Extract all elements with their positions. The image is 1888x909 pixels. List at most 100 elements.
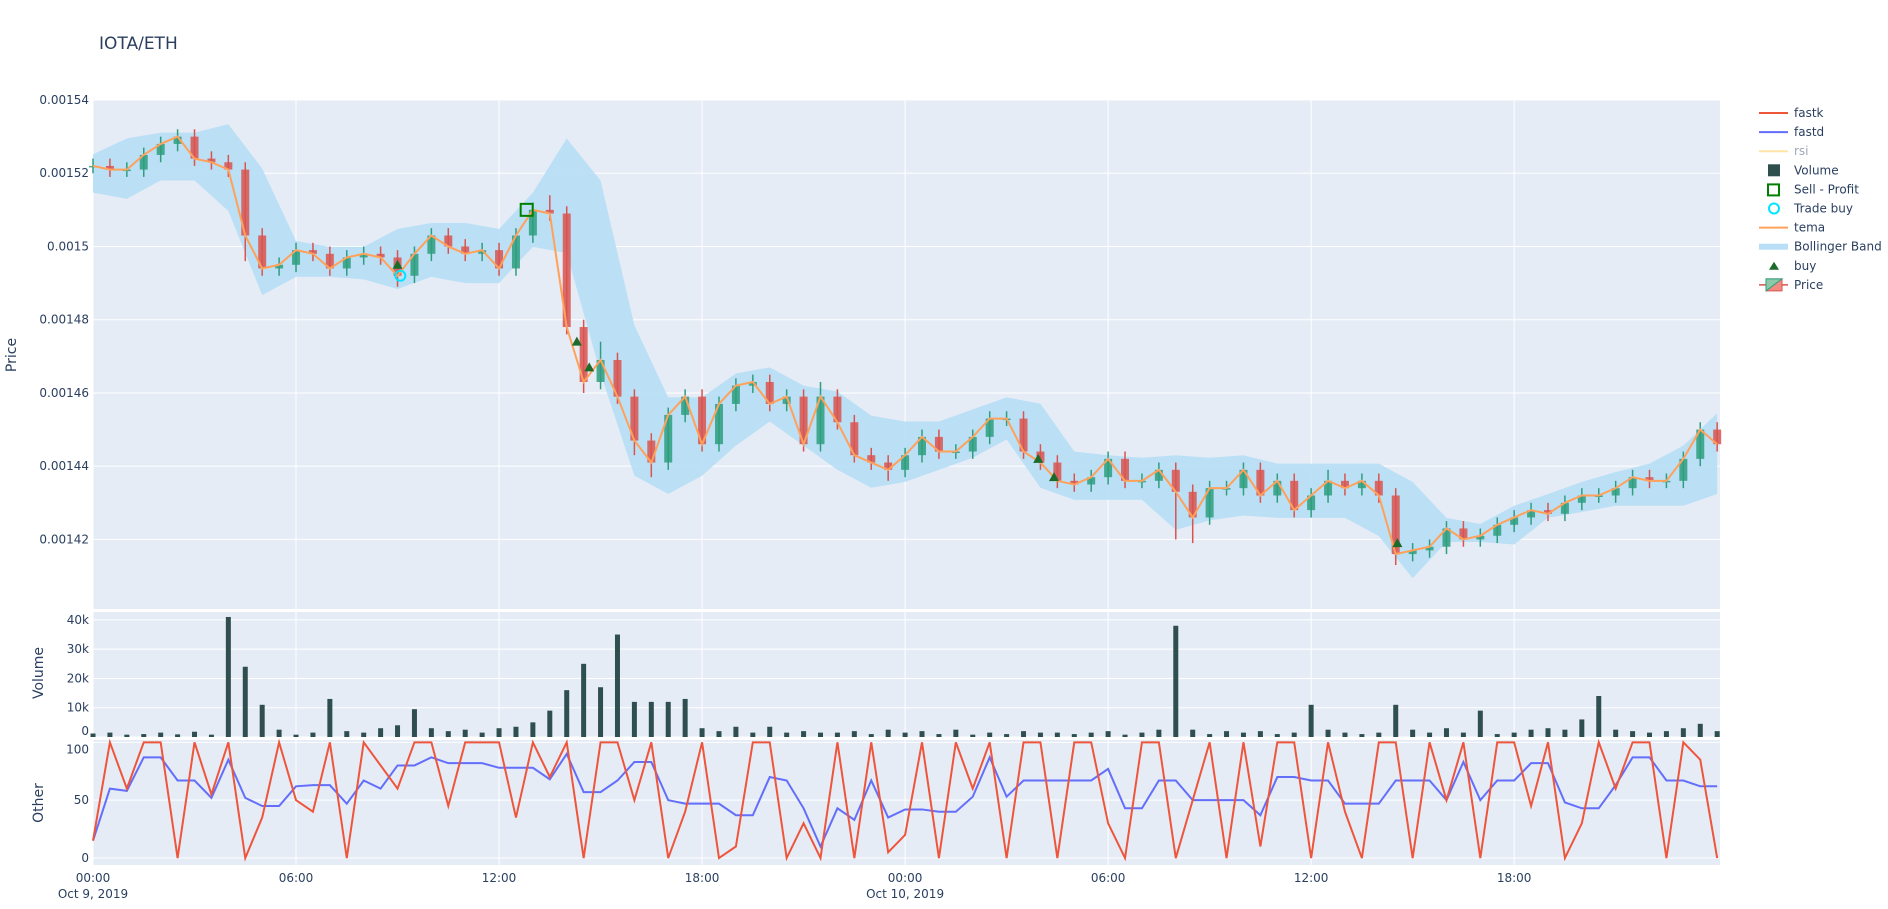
volume-bar (1427, 732, 1433, 737)
legend-price-label: Price (1794, 278, 1823, 292)
volume-bar (1376, 732, 1382, 737)
candle-body (901, 455, 910, 470)
candle-body (308, 250, 317, 254)
volume-bar (175, 734, 181, 737)
candle-body (833, 396, 842, 423)
volume-bar (564, 690, 570, 737)
candle-body (224, 162, 233, 170)
volume-bar (1630, 731, 1636, 737)
candle-body (444, 235, 453, 247)
volume-bar (411, 709, 417, 737)
candle-body (1087, 477, 1096, 485)
volume-bar (1004, 734, 1010, 737)
candle-body (698, 396, 707, 445)
legend-volume-label: Volume (1794, 163, 1839, 177)
candle-body (1628, 477, 1637, 489)
volume-bar (631, 701, 637, 737)
volume-bar (614, 634, 620, 737)
volume-bar (530, 722, 536, 737)
volume-bar (1105, 731, 1111, 737)
legend-fastd-label: fastd (1794, 125, 1824, 139)
legend-fastk-label: fastk (1794, 106, 1824, 120)
candle-body (1307, 495, 1316, 511)
volume-bar (1190, 729, 1196, 737)
volume-bar (1410, 729, 1416, 737)
volume-bar (851, 731, 857, 737)
price-tick-label: 0.00152 (39, 166, 89, 180)
candle-body (410, 253, 419, 276)
legend-sell-profit-symbol (1767, 183, 1780, 197)
volume-bar (1325, 729, 1331, 737)
candle-body (1543, 510, 1552, 514)
volume-bar (868, 734, 874, 737)
buy-marker (584, 362, 595, 372)
candle-body (782, 396, 791, 404)
volume-bar (1122, 734, 1128, 737)
volume-bar (1207, 734, 1213, 737)
volume-bar (1545, 728, 1551, 737)
candle-body (1510, 517, 1519, 525)
candle-body (1645, 477, 1654, 481)
candle-body (478, 250, 487, 254)
volume-bar (750, 732, 756, 737)
candle-body (1273, 480, 1282, 496)
candle-body (1459, 528, 1468, 540)
candle-body (545, 209, 554, 214)
legend-trade-buy-label: Trade buy (1793, 202, 1853, 216)
buy-marker (392, 259, 403, 269)
volume-bar (158, 732, 164, 737)
legend: fastk fastd rsi Volume Sell - Profit Trade bu… (1759, 106, 1882, 292)
candle-body (1290, 480, 1299, 511)
candle-body (1239, 469, 1248, 489)
volume-bar (1680, 728, 1686, 737)
candle-body (596, 359, 605, 382)
x-tick-label: 06:00 (279, 871, 314, 885)
candle-body (934, 436, 943, 452)
candle-body (156, 143, 165, 155)
volume-bar (1139, 732, 1145, 737)
legend-tema-label: tema (1794, 221, 1825, 235)
legend-rsi-label: rsi (1794, 144, 1809, 158)
volume-bar (513, 726, 519, 737)
volume-bar (784, 732, 790, 737)
buy-marker (571, 336, 582, 346)
volume-bar (496, 728, 502, 737)
volume-tick-label: 10k (67, 701, 89, 715)
fastk-line (92, 738, 1719, 862)
chart-title: IOTA/ETH (99, 34, 178, 54)
candle-body (850, 422, 859, 456)
candle-body (1324, 480, 1333, 496)
volume-bar (648, 701, 654, 737)
volume-bar (1224, 731, 1230, 737)
volume-bar (1596, 696, 1602, 737)
volume-bar (276, 729, 282, 737)
candle-body (918, 436, 927, 456)
volume-bar (1257, 731, 1263, 737)
volume-bar (124, 734, 130, 737)
volume-bar (919, 731, 925, 737)
candle-body (1121, 458, 1130, 481)
volume-bar (1393, 704, 1399, 737)
price-axis-title: Price (4, 338, 20, 372)
volume-bar (1240, 732, 1246, 737)
volume-bar (1054, 732, 1060, 737)
volume-bar (1477, 710, 1483, 737)
candle-body (1679, 458, 1688, 481)
volume-bar (293, 734, 299, 737)
candle-body (461, 246, 470, 254)
volume-bar (192, 731, 198, 737)
volume-bar (1697, 723, 1703, 737)
candle-body (1527, 510, 1536, 518)
candle-body (1256, 469, 1265, 496)
candle-body (884, 462, 893, 470)
volume-bar (1562, 729, 1568, 737)
candle-body (714, 403, 723, 445)
volume-axis-title: Volume (31, 647, 47, 699)
volume-tick-label: 0 (81, 724, 89, 738)
volume-bar (953, 729, 959, 737)
volume-bar (344, 731, 350, 737)
x-tick-label: 12:00 (1294, 871, 1329, 885)
volume-tick-label: 30k (67, 642, 89, 656)
candle-body (1442, 528, 1451, 547)
candle-body (241, 169, 250, 236)
